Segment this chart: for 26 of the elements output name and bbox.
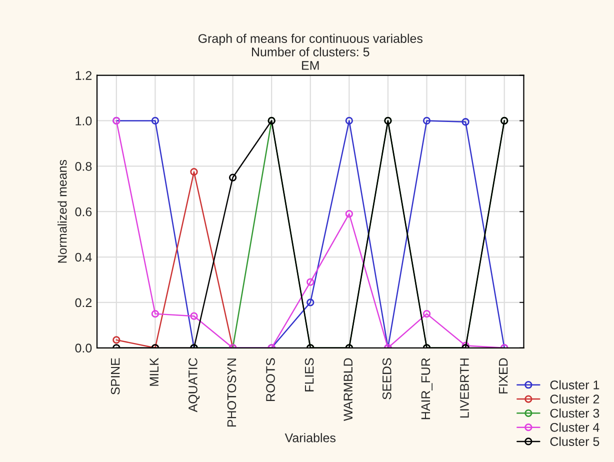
- x-tick-label: ROOTS: [266, 358, 275, 402]
- y-tick-label: 0.6: [75, 207, 92, 216]
- legend-label: Cluster 4: [550, 422, 600, 432]
- y-tick-label: 0.8: [75, 162, 92, 171]
- x-axis-title: Variables: [284, 433, 336, 442]
- x-tick-label: LIVEBRTH: [460, 358, 469, 418]
- x-tick-label: SPINE: [110, 358, 120, 395]
- legend-label: Cluster 1: [550, 380, 600, 390]
- legend-label: Cluster 5: [550, 436, 600, 446]
- x-tick-label: SEEDS: [382, 358, 392, 400]
- x-tick-label: AQUATIC: [188, 358, 200, 412]
- x-tick-label: MILK: [150, 358, 158, 386]
- chart-title: Graph of means for continuous variables Number of clusters: 5 EM: [198, 34, 422, 70]
- x-tick-label: FLIES: [304, 358, 314, 392]
- legend-label: Cluster 2: [550, 394, 600, 404]
- y-tick-label: 0.0: [75, 344, 92, 353]
- x-tick-label: WARMBLD: [344, 358, 352, 421]
- x-tick-label: PHOTOSYN: [227, 358, 236, 427]
- y-axis-title: Normalized means: [58, 160, 67, 263]
- y-tick-label: 0.2: [75, 298, 92, 308]
- x-tick-label: HAIR_FUR: [421, 358, 432, 420]
- y-tick-label: 0.4: [75, 252, 92, 262]
- legend-label: Cluster 3: [550, 408, 600, 418]
- y-tick-label: 1.0: [76, 116, 92, 126]
- y-tick-label: 1.2: [76, 71, 92, 80]
- x-tick-label: FIXED: [498, 358, 508, 394]
